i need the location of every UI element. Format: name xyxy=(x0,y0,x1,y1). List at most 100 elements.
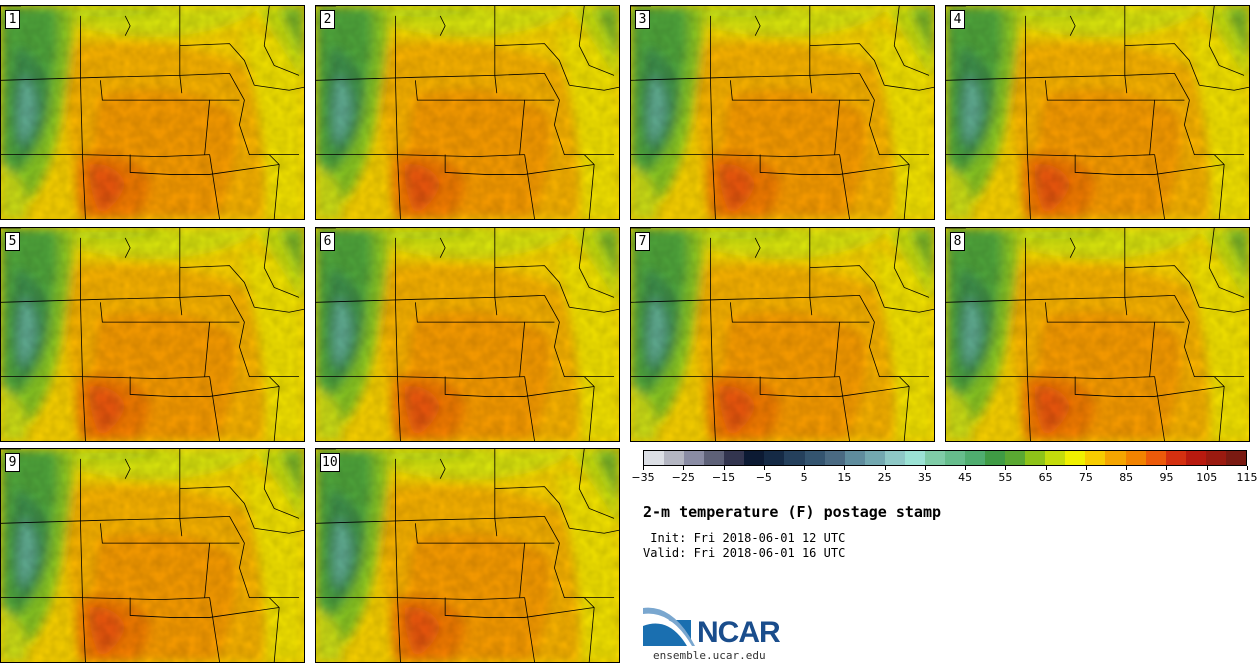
colorbar-swatch xyxy=(1145,451,1166,465)
colorbar-tick-label: −15 xyxy=(711,471,736,484)
colorbar-swatch xyxy=(664,451,685,465)
logo-url[interactable]: ensemble.ucar.edu xyxy=(653,649,766,662)
init-time: Init: Fri 2018-06-01 12 UTC xyxy=(643,531,846,545)
colorbar-swatch xyxy=(1045,451,1066,465)
product-title: 2-m temperature (F) postage stamp xyxy=(643,503,942,521)
temperature-map xyxy=(946,228,1249,441)
colorbar-tick xyxy=(1247,466,1248,470)
colorbar-tick xyxy=(723,466,725,470)
member-panel[interactable]: 3 xyxy=(630,5,935,220)
member-number: 1 xyxy=(5,10,20,29)
colorbar-tick xyxy=(643,466,644,470)
colorbar-swatch xyxy=(985,451,1006,465)
colorbar-tick-label: 85 xyxy=(1119,471,1134,484)
colorbar-swatch xyxy=(784,451,805,465)
member-panel[interactable]: 1 xyxy=(0,5,305,220)
temperature-colorbar xyxy=(643,450,1247,466)
colorbar-swatch xyxy=(1205,451,1226,465)
member-number: 7 xyxy=(635,232,650,251)
colorbar-tick xyxy=(1005,466,1007,470)
member-panel[interactable]: 8 xyxy=(945,227,1250,442)
colorbar-tick-label: 115 xyxy=(1236,471,1258,484)
colorbar-swatch xyxy=(1185,451,1206,465)
colorbar-swatch xyxy=(1065,451,1086,465)
colorbar-tick xyxy=(1206,466,1208,470)
ncar-logo-icon xyxy=(643,607,695,646)
temperature-map xyxy=(1,6,304,219)
colorbar-tick xyxy=(804,466,806,470)
colorbar-swatch xyxy=(1085,451,1106,465)
colorbar-swatch xyxy=(904,451,925,465)
member-panel[interactable]: 9 xyxy=(0,448,305,663)
member-number: 9 xyxy=(5,453,20,472)
colorbar-tick xyxy=(1166,466,1168,470)
temperature-map xyxy=(316,228,619,441)
member-panel[interactable]: 6 xyxy=(315,227,620,442)
colorbar-ticks: −35 −25 −15 −5 5 15 25 35 45 55 65 75 85 95 105 115 xyxy=(631,466,1258,486)
colorbar-swatch xyxy=(944,451,965,465)
valid-time: Valid: Fri 2018-06-01 16 UTC xyxy=(643,546,846,560)
member-number: 8 xyxy=(950,232,965,251)
colorbar-tick-label: −5 xyxy=(755,471,772,484)
colorbar-tick xyxy=(683,466,685,470)
colorbar-tick-label: 45 xyxy=(958,471,973,484)
colorbar-swatch xyxy=(1005,451,1026,465)
colorbar-swatch xyxy=(924,451,945,465)
colorbar-tick-label: 65 xyxy=(1038,471,1053,484)
member-panel[interactable]: 10 xyxy=(315,448,620,663)
colorbar-tick xyxy=(763,466,765,470)
colorbar-swatch xyxy=(684,451,705,465)
colorbar-tick-label: −25 xyxy=(671,471,695,484)
colorbar-tick xyxy=(1085,466,1087,470)
temperature-map xyxy=(946,6,1249,219)
member-number: 4 xyxy=(950,10,965,29)
colorbar-swatch xyxy=(965,451,986,465)
colorbar-tick xyxy=(965,466,967,470)
colorbar-tick xyxy=(1126,466,1128,470)
colorbar-tick-label: 75 xyxy=(1078,471,1093,484)
member-number: 5 xyxy=(5,232,20,251)
temperature-map xyxy=(1,449,304,662)
colorbar-swatch xyxy=(1105,451,1126,465)
colorbar-swatch xyxy=(744,451,765,465)
temperature-map xyxy=(316,6,619,219)
temperature-map xyxy=(631,6,934,219)
colorbar-tick-label: 35 xyxy=(917,471,932,484)
member-panel[interactable]: 7 xyxy=(630,227,935,442)
colorbar-swatch xyxy=(884,451,905,465)
colorbar-tick xyxy=(924,466,926,470)
member-number: 10 xyxy=(320,453,340,472)
member-panel[interactable]: 2 xyxy=(315,5,620,220)
colorbar-swatch xyxy=(724,451,745,465)
colorbar-tick xyxy=(884,466,886,470)
colorbar-swatch xyxy=(1165,451,1186,465)
member-panel[interactable]: 5 xyxy=(0,227,305,442)
temperature-map xyxy=(316,449,619,662)
member-panel[interactable]: 4 xyxy=(945,5,1250,220)
colorbar-tick-label: 55 xyxy=(998,471,1013,484)
colorbar-tick-label: −35 xyxy=(631,471,655,484)
colorbar-swatch xyxy=(764,451,785,465)
colorbar-swatch xyxy=(804,451,825,465)
colorbar-tick-label: 25 xyxy=(877,471,892,484)
colorbar-tick-label: 5 xyxy=(800,471,808,484)
colorbar-swatch xyxy=(1025,451,1046,465)
temperature-map xyxy=(1,228,304,441)
colorbar-swatch xyxy=(644,451,665,465)
member-number: 2 xyxy=(320,10,335,29)
colorbar-swatch xyxy=(1125,451,1146,465)
colorbar-swatch xyxy=(844,451,865,465)
logo-wordmark: NCAR xyxy=(697,616,781,649)
colorbar-swatch xyxy=(864,451,885,465)
colorbar-tick-label: 105 xyxy=(1196,471,1218,484)
member-number: 6 xyxy=(320,232,335,251)
colorbar-tick-label: 15 xyxy=(837,471,852,484)
colorbar-swatch xyxy=(824,451,845,465)
colorbar-swatch xyxy=(704,451,725,465)
colorbar-swatch xyxy=(1225,451,1246,465)
temperature-map xyxy=(631,228,934,441)
colorbar-tick xyxy=(1045,466,1047,470)
colorbar-tick-label: 95 xyxy=(1159,471,1174,484)
member-number: 3 xyxy=(635,10,650,29)
colorbar-tick xyxy=(844,466,846,470)
